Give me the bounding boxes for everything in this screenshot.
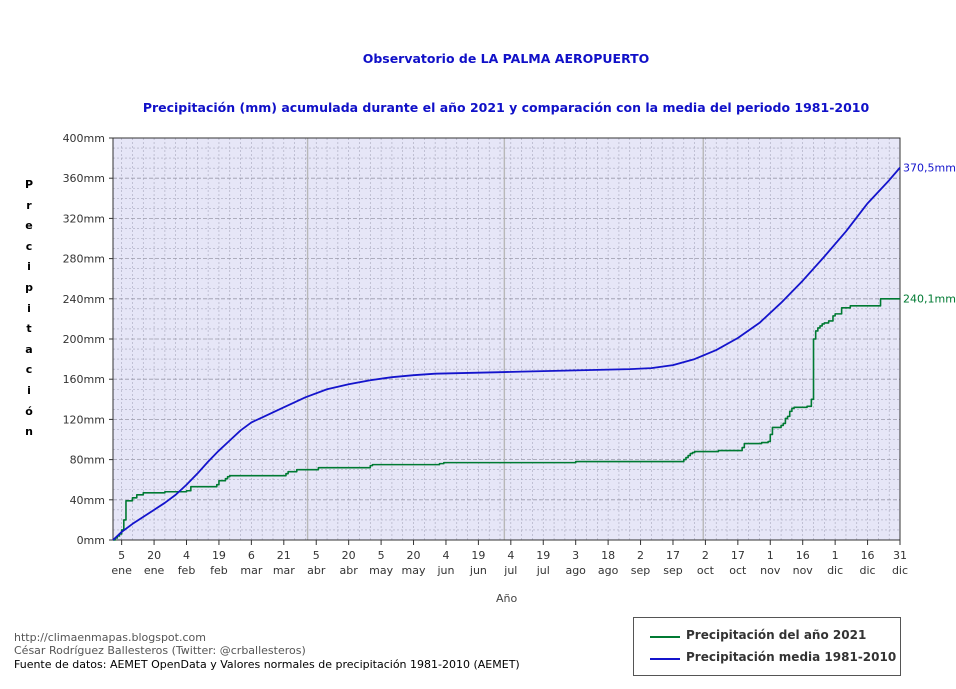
y-axis-label-letter: t [26,322,32,336]
y-axis-label-letter: e [25,219,33,233]
chart-title: Observatorio de LA PALMA AEROPUERTO [362,51,650,66]
y-axis-label-letter: p [25,281,33,294]
x-tick-label-month: feb [178,564,196,577]
series-line-2021 [113,298,901,541]
x-tick-label-month: jun [436,564,454,577]
credit-source: Fuente de datos: AEMET OpenData y Valore… [14,658,520,671]
x-tick-label-month: ene [111,564,132,577]
x-tick-label-day: 20 [342,549,356,562]
legend-swatch-2021 [650,636,680,638]
x-tick-label-day: 19 [471,549,485,562]
legend-label-mean: Precipitación media 1981-2010 [686,650,897,664]
y-axis-label-letter: ó [25,404,33,418]
chart-subtitle: Precipitación (mm) acumulada durante el … [142,100,870,115]
x-tick-label-day: 17 [666,549,680,562]
credit-author: César Rodríguez Ballesteros (Twitter: @c… [14,644,306,657]
x-tick-label-day: 2 [702,549,709,562]
x-tick-label-month: sep [663,564,682,577]
x-tick-label-month: jul [536,564,550,577]
x-tick-label-day: 2 [637,549,644,562]
x-tick-label-month: nov [793,564,814,577]
x-tick-label-month: dic [860,564,876,577]
y-axis-label-letter: n [25,425,33,439]
x-tick-label-month: ago [598,564,619,577]
x-tick-label-day: 3 [572,549,579,562]
x-tick-label-month: ene [144,564,165,577]
x-tick-label-month: abr [340,564,359,577]
credit-blog: http://climaenmapas.blogspot.com [14,631,206,644]
x-tick-label-day: 5 [378,549,385,562]
x-tick-label-day: 18 [601,549,615,562]
x-tick-label-day: 31 [893,549,907,562]
x-tick-label-day: 20 [147,549,161,562]
x-tick-label-month: mar [273,564,295,577]
x-tick-label-day: 20 [407,549,421,562]
x-tick-label-month: sep [631,564,650,577]
y-tick-label: 360mm [63,172,105,185]
x-tick-label-day: 4 [507,549,514,562]
y-tick-label: 0mm [77,534,105,547]
x-tick-label-day: 1 [767,549,774,562]
x-tick-label-day: 17 [731,549,745,562]
y-axis-label-letter: c [25,239,33,253]
x-tick-label-day: 16 [861,549,875,562]
y-tick-label: 160mm [63,373,105,386]
x-tick-label-month: dic [892,564,908,577]
x-tick-label-day: 21 [277,549,291,562]
x-tick-label-day: 4 [183,549,190,562]
y-tick-label: 240mm [63,293,105,306]
y-tick-label: 80mm [70,454,105,467]
x-tick-label-month: jul [503,564,517,577]
x-tick-label-month: may [369,564,393,577]
x-tick-label-day: 19 [212,549,226,562]
x-tick-label-day: 19 [536,549,550,562]
x-tick-label-month: feb [210,564,228,577]
y-axis-label-letter: i [27,384,31,397]
y-tick-label: 200mm [63,333,105,346]
y-tick-label: 280mm [63,253,105,266]
x-tick-label-month: oct [729,564,747,577]
x-tick-label-day: 5 [118,549,125,562]
legend-swatch-mean [650,658,680,660]
y-tick-label: 400mm [63,132,105,145]
y-axis-label-letter: i [27,260,31,274]
y-axis-label-letter: c [25,363,33,377]
end-label-2021: 240,1mm [903,293,956,306]
x-tick-label-month: may [402,564,426,577]
y-tick-label: 120mm [63,413,105,426]
y-tick-label: 320mm [63,212,105,225]
x-tick-label-month: mar [240,564,262,577]
legend-label-2021: Precipitación del año 2021 [686,628,867,642]
x-tick-label-month: oct [697,564,715,577]
y-tick-label: 40mm [70,494,105,507]
x-tick-label-day: 16 [796,549,810,562]
end-label-mean: 370,5mm [903,162,956,175]
y-axis-label-letter: i [27,301,31,315]
x-tick-label-day: 6 [248,549,255,562]
y-axis-label-letter: P [24,178,34,191]
x-tick-label-month: ago [565,564,586,577]
x-tick-label-month: abr [307,564,326,577]
series-line-mean [112,167,901,541]
x-tick-label-month: jun [469,564,487,577]
x-tick-label-day: 1 [832,549,839,562]
y-axis-label-letter: a [25,342,33,356]
y-axis-label-letter: r [26,198,32,212]
x-tick-label-month: nov [760,564,781,577]
x-tick-label-day: 5 [313,549,320,562]
x-tick-label-day: 4 [442,549,449,562]
x-tick-label-month: dic [827,564,843,577]
legend: Precipitación del año 2021 Precipitación… [633,617,901,676]
x-axis-label: Año [496,592,518,605]
